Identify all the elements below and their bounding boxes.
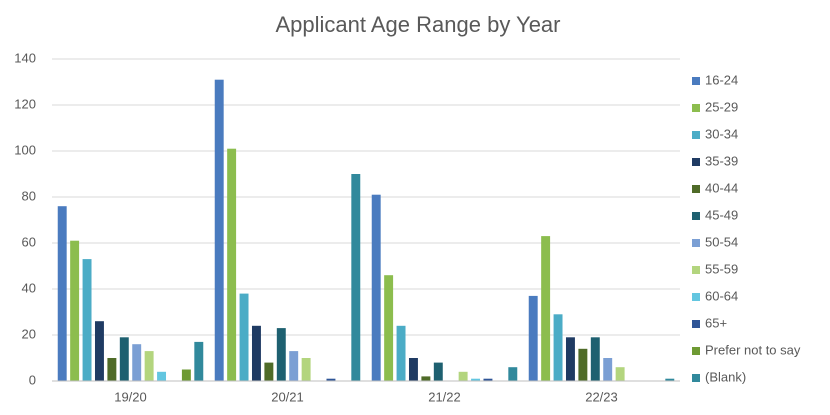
bar <box>119 337 129 381</box>
legend-swatch <box>692 77 700 85</box>
legend-swatch <box>692 320 700 328</box>
bar <box>144 351 154 381</box>
bar <box>528 295 538 381</box>
bar <box>289 351 299 381</box>
legend-swatch <box>692 374 700 382</box>
bar <box>483 378 493 381</box>
bar <box>396 325 406 381</box>
bar <box>194 341 204 381</box>
chart-title: Applicant Age Range by Year <box>275 12 560 37</box>
legend-label: 65+ <box>705 315 727 330</box>
x-tick-label: 21/22 <box>428 389 461 404</box>
bar <box>508 367 518 381</box>
bar <box>107 358 117 381</box>
legend-label: 30-34 <box>705 126 738 141</box>
y-tick-label: 80 <box>22 188 36 203</box>
legend-swatch <box>692 131 700 139</box>
legend-label: (Blank) <box>705 369 746 384</box>
bar <box>251 325 261 381</box>
legend-label: 55-59 <box>705 261 738 276</box>
bar <box>157 371 167 381</box>
legend-swatch <box>692 212 700 220</box>
bar <box>132 344 142 381</box>
y-tick-label: 120 <box>14 96 36 111</box>
legend-swatch <box>692 104 700 112</box>
legend-label: Prefer not to say <box>705 342 801 357</box>
bar <box>214 79 224 381</box>
legend-label: 16-24 <box>705 72 738 87</box>
bar <box>541 236 551 381</box>
legend-swatch <box>692 266 700 274</box>
bar <box>57 206 67 381</box>
legend-swatch <box>692 158 700 166</box>
y-tick-label: 40 <box>22 280 36 295</box>
bar <box>565 337 575 381</box>
bar <box>603 358 613 381</box>
bar <box>384 275 394 381</box>
y-tick-label: 0 <box>29 372 36 387</box>
bar <box>181 369 191 381</box>
legend-swatch <box>692 239 700 247</box>
bar <box>94 321 104 381</box>
x-tick-label: 22/23 <box>585 389 618 404</box>
bar <box>458 371 468 381</box>
bar <box>471 378 481 381</box>
bar <box>590 337 600 381</box>
bar <box>433 362 443 381</box>
bar <box>301 358 311 381</box>
legend-label: 35-39 <box>705 153 738 168</box>
bar <box>239 293 249 381</box>
x-tick-label: 20/21 <box>271 389 304 404</box>
bar <box>615 367 625 381</box>
bar <box>82 259 92 381</box>
y-tick-label: 140 <box>14 50 36 65</box>
bar <box>421 376 431 381</box>
y-tick-label: 100 <box>14 142 36 157</box>
legend-label: 60-64 <box>705 288 738 303</box>
legend-swatch <box>692 347 700 355</box>
legend-swatch <box>692 293 700 301</box>
bar <box>553 314 563 381</box>
bar <box>227 148 237 381</box>
bar <box>408 358 418 381</box>
bar <box>276 328 286 381</box>
legend-label: 50-54 <box>705 234 738 249</box>
x-tick-label: 19/20 <box>114 389 147 404</box>
legend-label: 25-29 <box>705 99 738 114</box>
legend-label: 45-49 <box>705 207 738 222</box>
y-tick-label: 60 <box>22 234 36 249</box>
bar <box>326 378 336 381</box>
legend-swatch <box>692 185 700 193</box>
bar <box>665 378 675 381</box>
bar <box>264 362 274 381</box>
legend-label: 40-44 <box>705 180 738 195</box>
bar <box>371 194 381 381</box>
y-tick-label: 20 <box>22 326 36 341</box>
bar <box>70 240 80 381</box>
bar <box>578 348 588 381</box>
bar <box>351 174 361 381</box>
